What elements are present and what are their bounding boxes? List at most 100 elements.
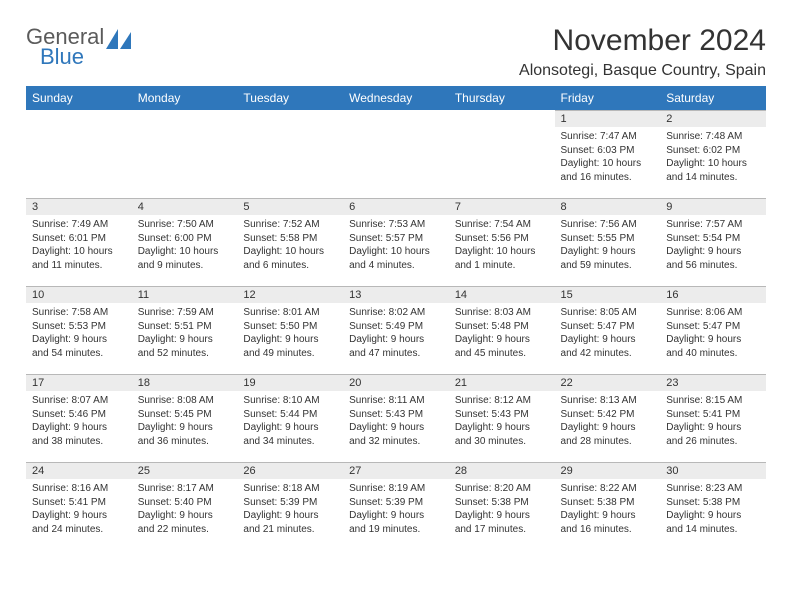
calendar-day-cell: 7Sunrise: 7:54 AMSunset: 5:56 PMDaylight… [449, 198, 555, 286]
day-details: Sunrise: 8:11 AMSunset: 5:43 PMDaylight:… [343, 391, 449, 453]
weekday-header: Monday [132, 86, 238, 110]
sunrise-text: Sunrise: 7:53 AM [349, 218, 443, 232]
day-number: 3 [26, 198, 132, 215]
day-number [26, 110, 132, 126]
sunrise-text: Sunrise: 7:48 AM [666, 130, 760, 144]
calendar-day-cell: 23Sunrise: 8:15 AMSunset: 5:41 PMDayligh… [660, 374, 766, 462]
sunrise-text: Sunrise: 8:19 AM [349, 482, 443, 496]
calendar-week-row: 3Sunrise: 7:49 AMSunset: 6:01 PMDaylight… [26, 198, 766, 286]
calendar-day-cell: 16Sunrise: 8:06 AMSunset: 5:47 PMDayligh… [660, 286, 766, 374]
day-details: Sunrise: 7:57 AMSunset: 5:54 PMDaylight:… [660, 215, 766, 277]
sunrise-text: Sunrise: 7:47 AM [561, 130, 655, 144]
daylight-text: Daylight: 10 hours and 4 minutes. [349, 245, 443, 272]
day-details [343, 126, 449, 134]
sunset-text: Sunset: 5:54 PM [666, 232, 760, 246]
day-number: 9 [660, 198, 766, 215]
sunrise-text: Sunrise: 8:20 AM [455, 482, 549, 496]
day-number: 27 [343, 462, 449, 479]
day-number [132, 110, 238, 126]
daylight-text: Daylight: 9 hours and 38 minutes. [32, 421, 126, 448]
sunrise-text: Sunrise: 8:03 AM [455, 306, 549, 320]
sunset-text: Sunset: 5:43 PM [455, 408, 549, 422]
daylight-text: Daylight: 9 hours and 56 minutes. [666, 245, 760, 272]
weekday-header: Thursday [449, 86, 555, 110]
sunset-text: Sunset: 6:00 PM [138, 232, 232, 246]
day-details: Sunrise: 7:50 AMSunset: 6:00 PMDaylight:… [132, 215, 238, 277]
day-number: 12 [237, 286, 343, 303]
day-number: 21 [449, 374, 555, 391]
weekday-header: Friday [555, 86, 661, 110]
sunrise-text: Sunrise: 8:06 AM [666, 306, 760, 320]
day-details: Sunrise: 8:02 AMSunset: 5:49 PMDaylight:… [343, 303, 449, 365]
day-details: Sunrise: 8:05 AMSunset: 5:47 PMDaylight:… [555, 303, 661, 365]
sunrise-text: Sunrise: 8:08 AM [138, 394, 232, 408]
sunset-text: Sunset: 5:44 PM [243, 408, 337, 422]
calendar-day-cell: 5Sunrise: 7:52 AMSunset: 5:58 PMDaylight… [237, 198, 343, 286]
calendar-day-cell: 8Sunrise: 7:56 AMSunset: 5:55 PMDaylight… [555, 198, 661, 286]
sunrise-text: Sunrise: 8:16 AM [32, 482, 126, 496]
calendar-day-cell [26, 110, 132, 198]
sunrise-text: Sunrise: 8:22 AM [561, 482, 655, 496]
location-subtitle: Alonsotegi, Basque Country, Spain [519, 62, 766, 80]
brand-text: General Blue [26, 26, 104, 68]
day-number: 14 [449, 286, 555, 303]
calendar-table: Sunday Monday Tuesday Wednesday Thursday… [26, 86, 766, 550]
day-number: 23 [660, 374, 766, 391]
day-details: Sunrise: 8:08 AMSunset: 5:45 PMDaylight:… [132, 391, 238, 453]
sunrise-text: Sunrise: 8:02 AM [349, 306, 443, 320]
calendar-day-cell: 24Sunrise: 8:16 AMSunset: 5:41 PMDayligh… [26, 462, 132, 550]
day-number: 22 [555, 374, 661, 391]
sunset-text: Sunset: 6:01 PM [32, 232, 126, 246]
calendar-day-cell: 15Sunrise: 8:05 AMSunset: 5:47 PMDayligh… [555, 286, 661, 374]
calendar-header-row: Sunday Monday Tuesday Wednesday Thursday… [26, 86, 766, 110]
sunset-text: Sunset: 5:38 PM [561, 496, 655, 510]
day-details: Sunrise: 8:01 AMSunset: 5:50 PMDaylight:… [237, 303, 343, 365]
day-details: Sunrise: 7:48 AMSunset: 6:02 PMDaylight:… [660, 127, 766, 189]
sunset-text: Sunset: 5:57 PM [349, 232, 443, 246]
calendar-day-cell: 1Sunrise: 7:47 AMSunset: 6:03 PMDaylight… [555, 110, 661, 198]
sunrise-text: Sunrise: 8:17 AM [138, 482, 232, 496]
day-number: 7 [449, 198, 555, 215]
sunset-text: Sunset: 5:49 PM [349, 320, 443, 334]
day-details: Sunrise: 7:58 AMSunset: 5:53 PMDaylight:… [26, 303, 132, 365]
sunrise-text: Sunrise: 7:57 AM [666, 218, 760, 232]
day-details: Sunrise: 8:18 AMSunset: 5:39 PMDaylight:… [237, 479, 343, 541]
brand-logo: General Blue [26, 20, 132, 68]
calendar-day-cell: 18Sunrise: 8:08 AMSunset: 5:45 PMDayligh… [132, 374, 238, 462]
day-details: Sunrise: 8:20 AMSunset: 5:38 PMDaylight:… [449, 479, 555, 541]
sunset-text: Sunset: 5:39 PM [349, 496, 443, 510]
day-details: Sunrise: 7:49 AMSunset: 6:01 PMDaylight:… [26, 215, 132, 277]
day-number: 25 [132, 462, 238, 479]
day-details: Sunrise: 8:15 AMSunset: 5:41 PMDaylight:… [660, 391, 766, 453]
sunset-text: Sunset: 5:47 PM [561, 320, 655, 334]
calendar-day-cell: 4Sunrise: 7:50 AMSunset: 6:00 PMDaylight… [132, 198, 238, 286]
day-number: 24 [26, 462, 132, 479]
daylight-text: Daylight: 9 hours and 28 minutes. [561, 421, 655, 448]
day-details [237, 126, 343, 134]
sunset-text: Sunset: 5:41 PM [32, 496, 126, 510]
sunrise-text: Sunrise: 8:05 AM [561, 306, 655, 320]
calendar-day-cell [132, 110, 238, 198]
sunset-text: Sunset: 5:46 PM [32, 408, 126, 422]
daylight-text: Daylight: 9 hours and 42 minutes. [561, 333, 655, 360]
daylight-text: Daylight: 9 hours and 22 minutes. [138, 509, 232, 536]
calendar-day-cell: 29Sunrise: 8:22 AMSunset: 5:38 PMDayligh… [555, 462, 661, 550]
sunrise-text: Sunrise: 8:15 AM [666, 394, 760, 408]
sunset-text: Sunset: 5:56 PM [455, 232, 549, 246]
day-number: 5 [237, 198, 343, 215]
daylight-text: Daylight: 10 hours and 16 minutes. [561, 157, 655, 184]
sunset-text: Sunset: 5:50 PM [243, 320, 337, 334]
daylight-text: Daylight: 9 hours and 47 minutes. [349, 333, 443, 360]
calendar-day-cell [449, 110, 555, 198]
sunrise-text: Sunrise: 8:10 AM [243, 394, 337, 408]
day-details: Sunrise: 8:23 AMSunset: 5:38 PMDaylight:… [660, 479, 766, 541]
day-number: 10 [26, 286, 132, 303]
sunset-text: Sunset: 6:02 PM [666, 144, 760, 158]
daylight-text: Daylight: 10 hours and 9 minutes. [138, 245, 232, 272]
sunset-text: Sunset: 5:40 PM [138, 496, 232, 510]
day-details: Sunrise: 7:47 AMSunset: 6:03 PMDaylight:… [555, 127, 661, 189]
day-number: 11 [132, 286, 238, 303]
calendar-day-cell: 12Sunrise: 8:01 AMSunset: 5:50 PMDayligh… [237, 286, 343, 374]
sunrise-text: Sunrise: 7:54 AM [455, 218, 549, 232]
sunrise-text: Sunrise: 7:56 AM [561, 218, 655, 232]
